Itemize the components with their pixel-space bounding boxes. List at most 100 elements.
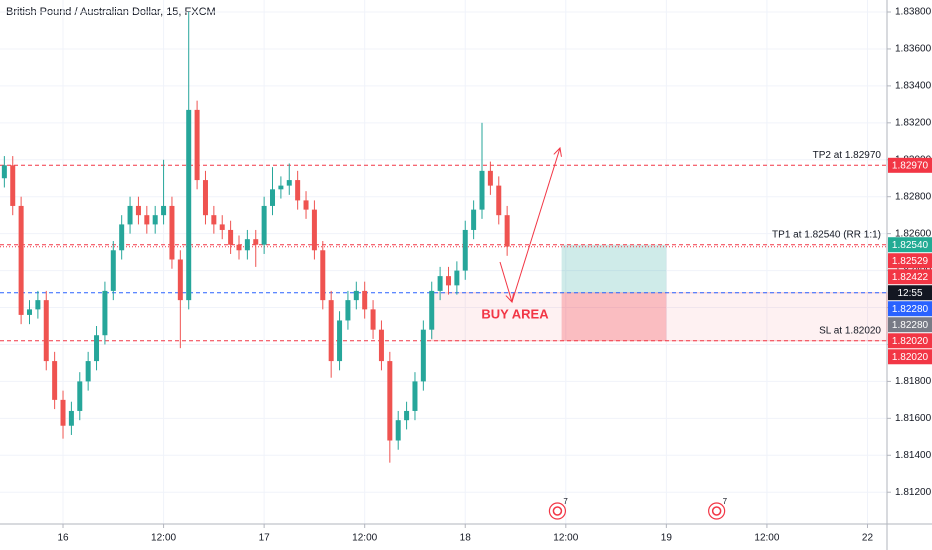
price-tag-label: 1.82280 <box>892 304 929 315</box>
candle-body <box>337 320 343 362</box>
price-tag-label: 1.82529 <box>892 256 929 267</box>
candle-body <box>487 170 493 186</box>
x-tick-label: 12:00 <box>151 533 176 544</box>
candle-body <box>35 300 41 310</box>
event-count: 7 <box>723 497 728 506</box>
x-tick-label: 18 <box>460 533 472 544</box>
candle-body <box>219 224 225 230</box>
candle-body <box>353 290 359 301</box>
price-tag <box>888 333 932 349</box>
candle-body <box>454 270 460 286</box>
candle-body <box>144 215 150 225</box>
x-tick-label: 12:00 <box>754 533 779 544</box>
price-tag <box>888 157 932 173</box>
candle-body <box>420 329 426 382</box>
y-tick-label: 1.81200 <box>895 487 932 498</box>
level-label: SL at 1.82020 <box>819 325 881 336</box>
candle-body <box>94 335 100 362</box>
position-stop <box>561 292 667 341</box>
level-label: TP2 at 1.82970 <box>813 150 882 161</box>
buy-area-label: BUY AREA <box>481 306 549 321</box>
price-tag-label: 1.82970 <box>892 160 929 171</box>
candle-body <box>295 180 301 201</box>
candle-body <box>362 290 368 310</box>
candle-body <box>462 229 468 271</box>
event-icon-inner <box>711 506 722 516</box>
y-tick-label: 1.83800 <box>895 7 932 18</box>
price-tag-label: 12:55 <box>897 288 922 299</box>
candle-body <box>320 250 326 301</box>
price-tag-label: 1.82020 <box>892 352 929 363</box>
candle-body <box>303 200 309 210</box>
candle-body <box>152 215 158 225</box>
candle-body <box>127 205 133 225</box>
candle-body <box>194 109 200 181</box>
candle-body <box>161 205 167 216</box>
price-tag <box>888 301 932 317</box>
y-tick-label: 1.83200 <box>895 117 932 128</box>
event-count: 7 <box>563 497 568 506</box>
candle-body <box>1 165 7 179</box>
candle-body <box>278 185 284 190</box>
y-tick-label: 1.81600 <box>895 413 932 424</box>
candle-body <box>412 381 418 411</box>
event-icon-inner <box>552 506 563 516</box>
candle-body <box>77 381 83 411</box>
candle-body <box>60 399 66 426</box>
y-tick-label: 1.82800 <box>895 191 932 202</box>
candle-body <box>10 165 16 206</box>
price-tag-label: 1.82422 <box>892 272 929 283</box>
candle-body <box>395 420 401 441</box>
arrow <box>511 148 560 303</box>
price-tag <box>888 253 932 269</box>
candle-body <box>135 205 141 216</box>
candle-body <box>211 215 217 225</box>
candle-body <box>110 250 116 291</box>
candle-body <box>68 410 74 426</box>
candle-body <box>328 300 334 362</box>
candle-body <box>18 205 24 315</box>
candle-body <box>345 300 351 321</box>
candle-body <box>437 276 443 291</box>
price-tag <box>888 285 932 301</box>
candle-body <box>43 300 49 362</box>
price-tag <box>888 269 932 285</box>
event-icon <box>708 502 726 520</box>
position-target <box>561 244 667 293</box>
price-tag-label: 1.82280 <box>892 320 929 331</box>
candle-body <box>429 290 435 330</box>
level-label: TP1 at 1.82540 (RR 1:1) <box>772 229 881 240</box>
x-tick-label: 12:00 <box>553 533 578 544</box>
candle-body <box>102 290 108 336</box>
candle-body <box>504 215 510 247</box>
candle-body <box>286 180 292 186</box>
y-tick-label: 1.81400 <box>895 450 932 461</box>
candle-body <box>496 185 502 216</box>
candle-body <box>370 309 376 330</box>
candle-body <box>186 109 192 301</box>
candle-body <box>311 209 317 251</box>
y-tick-label: 1.81800 <box>895 376 932 387</box>
price-tag <box>888 349 932 365</box>
arrows <box>499 148 560 303</box>
candle-body <box>404 410 410 421</box>
candle-body <box>169 205 175 260</box>
x-tick-label: 17 <box>259 533 271 544</box>
candle-body <box>378 329 384 362</box>
event-icon <box>548 502 567 520</box>
candle-body <box>85 361 91 382</box>
price-tag <box>888 237 932 253</box>
candle-body <box>387 361 393 441</box>
arrow <box>499 261 512 302</box>
candle-body <box>244 239 250 251</box>
candle-body <box>177 259 183 301</box>
candle-body <box>253 239 259 245</box>
price-tag-label: 1.82540 <box>892 240 929 251</box>
y-tick-label: 1.83400 <box>895 81 932 92</box>
candle-body <box>471 209 477 230</box>
candle-body <box>228 229 234 245</box>
candle-body <box>119 224 125 251</box>
